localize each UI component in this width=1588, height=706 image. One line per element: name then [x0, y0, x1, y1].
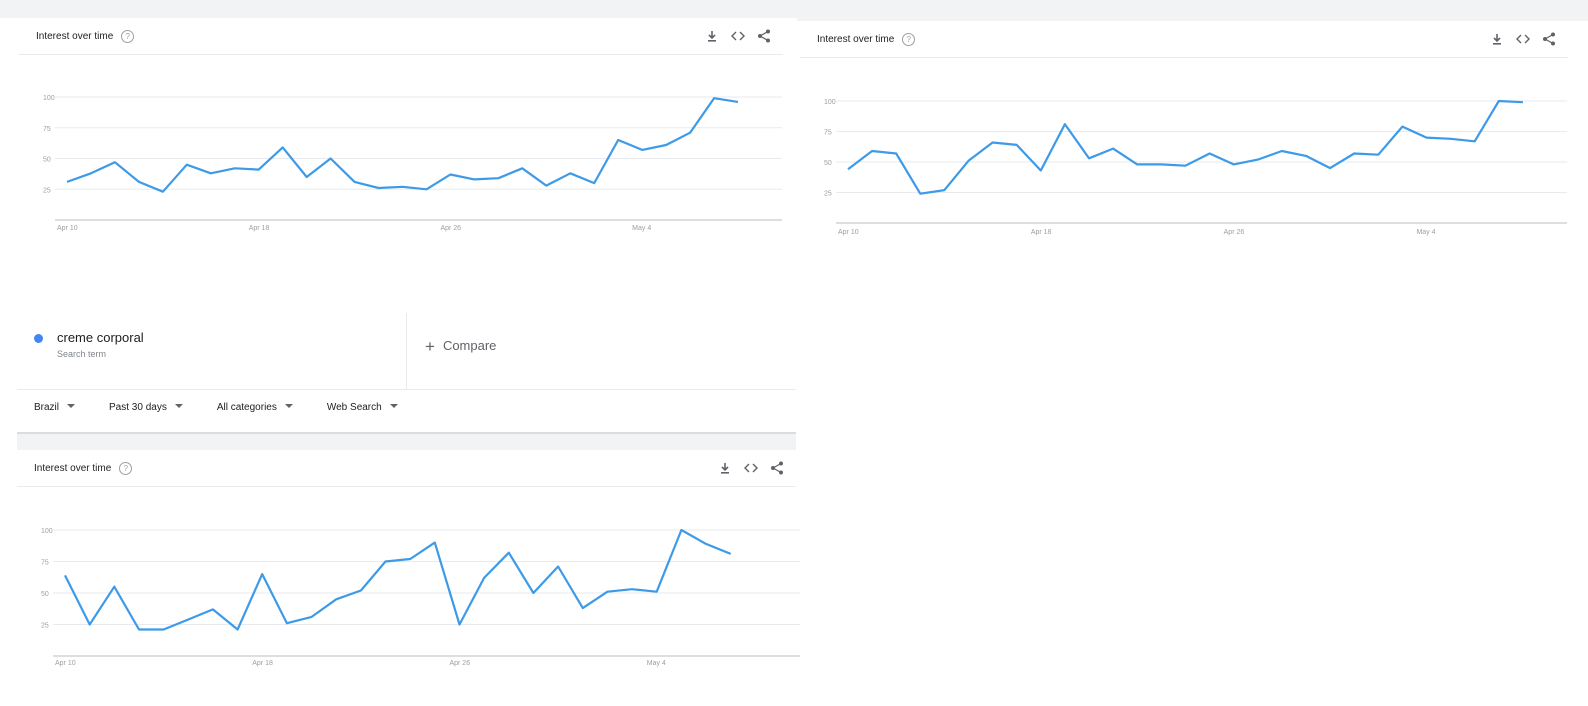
- x-tick-label: Apr 26: [440, 225, 461, 232]
- y-tick-label: 75: [41, 560, 49, 567]
- y-tick-label: 50: [41, 591, 49, 598]
- y-tick-label: 25: [824, 191, 832, 198]
- embed-icon[interactable]: [744, 461, 758, 475]
- x-tick-label: Apr 10: [838, 229, 859, 236]
- line-chart: 100 75 50 25 Apr 10 Apr 18 Apr 26 May 4: [824, 99, 1567, 236]
- compare-label: Compare: [442, 338, 497, 353]
- series-line: [64, 528, 732, 631]
- card-tools: [1490, 21, 1556, 57]
- y-tick-label: 75: [824, 130, 832, 137]
- compare-button[interactable]: + Compare: [425, 337, 496, 357]
- share-icon[interactable]: [757, 29, 771, 43]
- plus-icon: +: [425, 337, 435, 356]
- x-tick-label: Apr 18: [252, 660, 273, 667]
- help-icon[interactable]: ?: [902, 32, 916, 46]
- card-tools: [718, 450, 784, 486]
- line-chart: 100 75 50 25 Apr 10 Apr 18 Apr 26 May 4: [43, 95, 782, 232]
- y-tick-label: 75: [43, 126, 51, 133]
- line-chart: 100 75 50 25 Apr 10 Apr 18 Apr 26 May 4: [41, 528, 800, 667]
- card-header: Interest over time ?: [17, 450, 796, 487]
- y-tick-label: 25: [41, 623, 49, 630]
- x-tick-label: Apr 18: [1031, 229, 1052, 236]
- x-tick-label: Apr 26: [449, 660, 470, 667]
- x-tick-label: Apr 26: [1224, 229, 1245, 236]
- card-title: Interest over time: [36, 30, 114, 42]
- series-color-dot: [34, 334, 43, 343]
- interest-over-time-card: Interest over time ? 100 75 50 25 Apr 10 Apr …: [800, 21, 1568, 254]
- y-tick-label: 50: [43, 157, 51, 164]
- share-icon[interactable]: [1542, 32, 1556, 46]
- x-tick-label: Apr 18: [249, 225, 270, 232]
- filter-label: Web Search: [326, 402, 382, 413]
- filter-time-range[interactable]: Past 30 days: [109, 402, 183, 413]
- divider: [17, 432, 796, 434]
- search-term-bar: creme corporal Search term + Compare: [17, 313, 796, 390]
- search-term-name: creme corporal: [57, 330, 144, 345]
- help-icon[interactable]: ?: [119, 461, 133, 475]
- embed-icon[interactable]: [1516, 32, 1530, 46]
- interest-over-time-card: Interest over time ? 100 75 50 25 Apr 10 Apr …: [17, 450, 800, 686]
- y-tick-label: 50: [824, 160, 832, 167]
- filter-search-type[interactable]: Web Search: [327, 402, 398, 413]
- search-term-chip[interactable]: creme corporal Search term: [17, 313, 407, 389]
- card-tools: [705, 18, 771, 54]
- x-tick-label: May 4: [632, 225, 651, 232]
- search-term-type: Search term: [57, 349, 107, 359]
- download-icon[interactable]: [718, 461, 732, 475]
- x-tick-label: May 4: [1416, 229, 1435, 236]
- y-tick-label: 100: [43, 95, 55, 102]
- interest-over-time-card: Interest over time ? 100 75 50 25 Apr 10 Apr …: [19, 18, 783, 254]
- chevron-down-icon: [174, 404, 183, 408]
- y-tick-label: 100: [824, 99, 836, 106]
- mid-band: [17, 434, 796, 450]
- filter-label: Brazil: [34, 402, 60, 413]
- card-title: Interest over time: [817, 33, 895, 45]
- series-line: [847, 99, 1523, 195]
- top-band-left: [0, 0, 797, 18]
- x-tick-label: May 4: [647, 660, 666, 667]
- chevron-down-icon: [284, 404, 293, 408]
- chevron-down-icon: [67, 404, 76, 408]
- filter-bar: Brazil Past 30 days All categories Web S…: [34, 402, 398, 413]
- card-title: Interest over time: [34, 462, 112, 474]
- x-tick-label: Apr 10: [57, 225, 78, 232]
- card-header: Interest over time ?: [19, 18, 783, 55]
- embed-icon[interactable]: [731, 29, 745, 43]
- download-icon[interactable]: [705, 29, 719, 43]
- filter-region[interactable]: Brazil: [34, 402, 76, 413]
- top-band-right: [797, 0, 1588, 21]
- filter-category[interactable]: All categories: [217, 402, 293, 413]
- filter-label: All categories: [216, 402, 277, 413]
- download-icon[interactable]: [1490, 32, 1504, 46]
- filter-label: Past 30 days: [109, 402, 167, 413]
- share-icon[interactable]: [770, 461, 784, 475]
- help-icon[interactable]: ?: [121, 29, 135, 43]
- series-line: [66, 97, 739, 193]
- card-header: Interest over time ?: [800, 21, 1568, 58]
- chevron-down-icon: [389, 404, 398, 408]
- x-tick-label: Apr 10: [55, 660, 76, 667]
- y-tick-label: 100: [41, 528, 53, 535]
- y-tick-label: 25: [43, 187, 51, 194]
